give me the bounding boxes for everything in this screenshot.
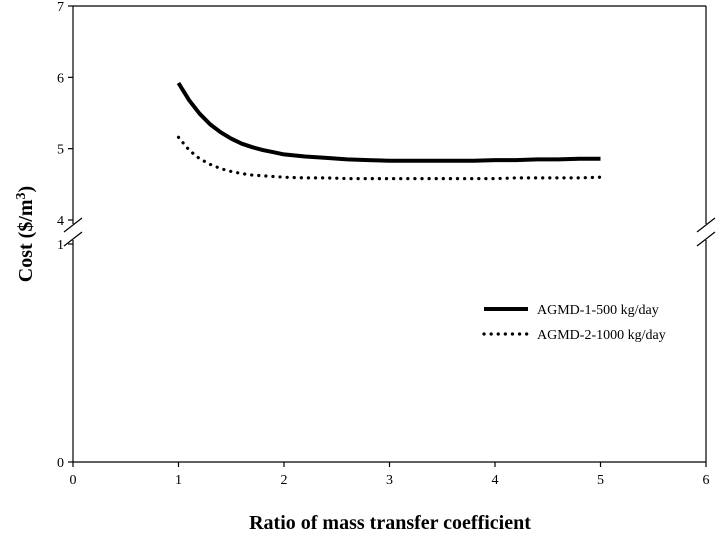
axis-break-mark-left-top xyxy=(63,217,83,233)
x-tick-label: 5 xyxy=(597,473,604,488)
series-line-2 xyxy=(176,135,603,181)
y-tick-label: 1 xyxy=(57,238,64,253)
y-tick-label: 6 xyxy=(57,71,64,86)
x-tick-label: 2 xyxy=(281,473,288,488)
y-axis-title: Cost ($/m3) xyxy=(14,186,38,282)
axis-break-mark-left-bottom xyxy=(63,231,83,247)
y-tick-label: 7 xyxy=(57,0,64,15)
legend: AGMD-1-500 kg/day AGMD-2-1000 kg/day xyxy=(482,303,666,343)
x-tick-label: 1 xyxy=(175,473,182,488)
axes-frame xyxy=(63,5,716,463)
series-line-1 xyxy=(176,81,601,163)
legend-label-2: AGMD-2-1000 kg/day xyxy=(537,328,666,343)
x-tick-label: 4 xyxy=(492,473,499,488)
x-axis-ticks: 0 1 2 3 4 5 6 xyxy=(70,462,710,488)
x-tick-label: 6 xyxy=(703,473,710,488)
y-axis-title-close: ) xyxy=(15,186,37,193)
y-tick-label: 4 xyxy=(57,214,64,229)
series-group xyxy=(176,81,603,181)
y-axis-title-superscript: 3 xyxy=(14,192,29,199)
y-axis-title-main: Cost ($/m xyxy=(15,199,37,282)
x-axis-title: Ratio of mass transfer coefficient xyxy=(249,512,531,534)
axis-break-mark-right-bottom xyxy=(696,231,716,247)
y-tick-label: 5 xyxy=(57,143,64,158)
y-tick-label: 0 xyxy=(57,456,64,471)
x-tick-label: 3 xyxy=(386,473,393,488)
x-tick-label: 0 xyxy=(70,473,77,488)
legend-label-1: AGMD-1-500 kg/day xyxy=(537,303,659,318)
y-axis-ticks: 4 5 6 7 0 1 xyxy=(57,0,73,471)
axis-break-mark-right-top xyxy=(696,217,716,233)
